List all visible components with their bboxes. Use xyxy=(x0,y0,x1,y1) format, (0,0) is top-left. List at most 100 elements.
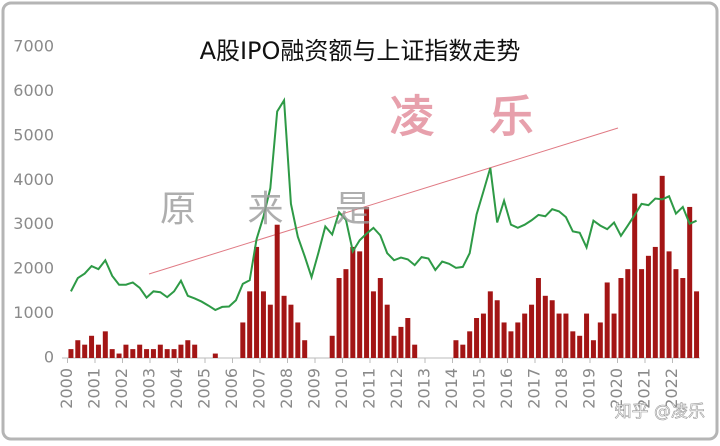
bar xyxy=(618,278,624,358)
x-tick-label: 2015 xyxy=(470,368,489,409)
bar xyxy=(144,349,150,358)
x-tick-label: 2010 xyxy=(332,368,351,409)
bar xyxy=(673,269,679,358)
bar xyxy=(336,278,342,358)
bar xyxy=(563,313,569,358)
bar xyxy=(102,331,108,358)
y-tick-label: 1000 xyxy=(13,303,54,322)
bar xyxy=(377,278,383,358)
bar xyxy=(240,322,246,358)
bar xyxy=(604,282,610,358)
x-tick-label: 2000 xyxy=(57,368,76,409)
bar xyxy=(370,291,376,358)
bar xyxy=(632,193,638,358)
bar xyxy=(694,291,700,358)
bar xyxy=(364,206,370,358)
x-tick-label: 2009 xyxy=(305,368,324,409)
bar xyxy=(453,340,459,358)
bar xyxy=(130,349,136,358)
x-tick-label: 2019 xyxy=(580,368,599,409)
bar xyxy=(659,175,665,358)
x-tick-label: 2013 xyxy=(415,368,434,409)
bar xyxy=(343,269,349,358)
x-tick-label: 2012 xyxy=(387,368,406,409)
bar xyxy=(247,291,253,358)
bar xyxy=(398,326,404,358)
bar xyxy=(570,331,576,358)
bar xyxy=(405,318,411,358)
bar xyxy=(474,318,480,358)
y-tick-label: 7000 xyxy=(13,37,54,56)
bar xyxy=(467,331,473,358)
bar xyxy=(212,353,218,358)
bar xyxy=(460,344,466,358)
bar xyxy=(501,322,507,358)
x-tick-label: 2017 xyxy=(525,368,544,409)
y-tick-label: 6000 xyxy=(13,81,54,100)
bar xyxy=(137,344,143,358)
x-tick-label: 2001 xyxy=(85,368,104,409)
watermark: 原 来 是 xyxy=(160,189,391,230)
bar xyxy=(281,295,287,358)
x-tick-label: 2016 xyxy=(497,368,516,409)
watermark: 凌 乐 xyxy=(390,92,553,143)
bar xyxy=(666,251,672,358)
bar xyxy=(384,304,390,358)
bar xyxy=(508,331,514,358)
bar xyxy=(515,322,521,358)
watermark: 知乎 @凌乐 xyxy=(615,402,705,422)
bar xyxy=(584,313,590,358)
bar xyxy=(171,349,177,358)
x-tick-label: 2002 xyxy=(112,368,131,409)
bar xyxy=(597,322,603,358)
x-tick-label: 2018 xyxy=(552,368,571,409)
bar xyxy=(274,224,280,358)
chart-title: A股IPO融资额与上证指数走势 xyxy=(200,37,521,65)
bar xyxy=(150,349,156,358)
x-tick-label: 2004 xyxy=(167,368,186,409)
y-tick-label: 4000 xyxy=(13,170,54,189)
bar xyxy=(549,300,555,358)
x-tick-label: 2014 xyxy=(442,368,461,409)
bar xyxy=(652,246,658,358)
x-tick-label: 2021 xyxy=(635,368,654,409)
bar xyxy=(350,246,356,358)
bar xyxy=(529,304,535,358)
index-line xyxy=(70,97,697,312)
bar xyxy=(556,313,562,358)
bar xyxy=(522,313,528,358)
y-tick-label: 3000 xyxy=(13,214,54,233)
bar xyxy=(260,291,266,358)
x-tick-label: 2003 xyxy=(140,368,159,409)
x-tick-label: 2011 xyxy=(360,368,379,409)
bar xyxy=(542,295,548,358)
bar xyxy=(185,340,191,358)
bar xyxy=(95,344,101,358)
bar xyxy=(123,344,129,358)
bar xyxy=(645,255,651,358)
bar xyxy=(687,206,693,358)
bar xyxy=(577,335,583,358)
bar xyxy=(611,313,617,358)
y-tick-label: 5000 xyxy=(13,125,54,144)
bar xyxy=(535,278,541,358)
bar xyxy=(639,269,645,358)
bar xyxy=(267,304,273,358)
trend-line xyxy=(148,127,619,275)
bar xyxy=(412,344,418,358)
bar xyxy=(357,251,363,358)
bar xyxy=(288,304,294,358)
y-tick-label: 0 xyxy=(44,348,54,367)
bar xyxy=(480,313,486,358)
bar xyxy=(164,349,170,358)
bar xyxy=(494,300,500,358)
bar xyxy=(192,344,198,358)
bar xyxy=(254,246,260,358)
bar xyxy=(329,335,335,358)
x-tick-label: 2020 xyxy=(607,368,626,409)
bar xyxy=(75,340,81,358)
bar xyxy=(157,344,163,358)
y-tick-label: 2000 xyxy=(13,259,54,278)
bar xyxy=(302,340,308,358)
